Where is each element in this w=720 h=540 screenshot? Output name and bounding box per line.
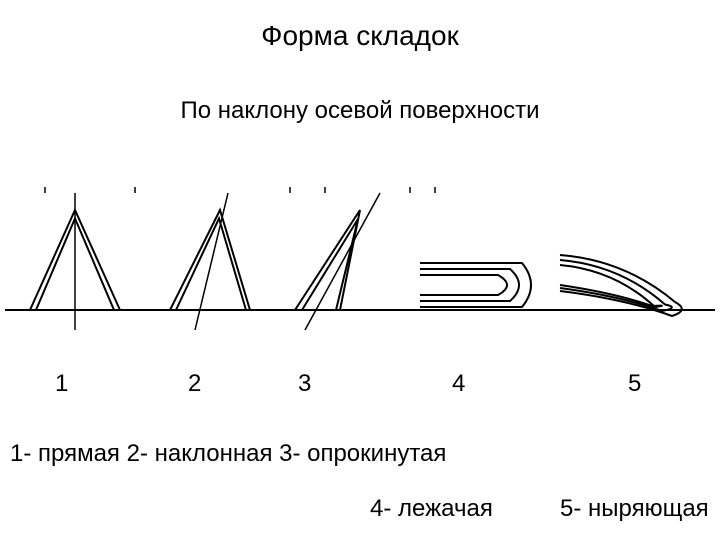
number-2: 2 <box>188 370 201 398</box>
fold-svg <box>0 175 720 335</box>
number-1: 1 <box>55 370 68 398</box>
legend-line-2b: 5- ныряющая <box>560 495 709 523</box>
number-row: 1 2 3 4 5 <box>0 370 720 400</box>
fold-diagram <box>0 175 720 335</box>
number-4: 4 <box>452 370 465 398</box>
page-title: Форма складок <box>0 0 720 52</box>
number-3: 3 <box>298 370 311 398</box>
legend-line-1: 1- прямая 2- наклонная 3- опрокинутая <box>10 440 446 468</box>
number-5: 5 <box>628 370 641 398</box>
legend-line-2a: 4- лежачая <box>370 495 493 523</box>
page-subtitle: По наклону осевой поверхности <box>0 52 720 125</box>
